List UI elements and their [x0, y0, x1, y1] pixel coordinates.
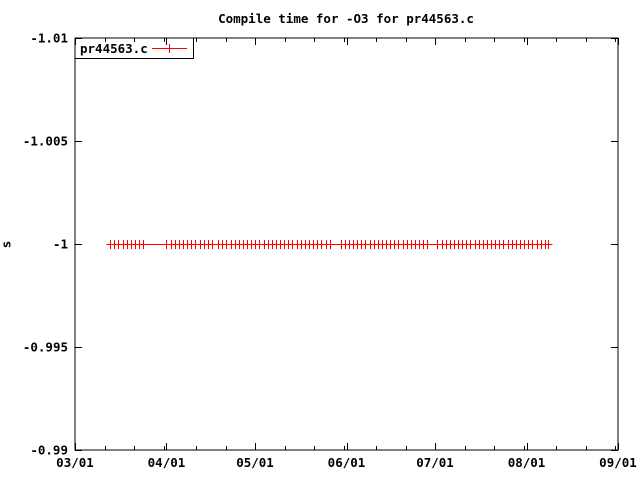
tick-label: -1.005	[23, 134, 68, 149]
tick-label: -1	[53, 237, 68, 252]
tick-label: 07/01	[416, 455, 454, 470]
tick-label: -0.995	[23, 340, 68, 355]
legend-sample-marker	[165, 44, 174, 53]
chart-title: Compile time for -O3 for pr44563.c	[218, 11, 474, 26]
tick-label: 03/01	[56, 455, 94, 470]
tick-label: -1.01	[30, 31, 68, 46]
tick-label: 06/01	[328, 455, 366, 470]
tick-label: 04/01	[148, 455, 186, 470]
tick-label: -0.99	[30, 443, 68, 458]
legend-series-label: pr44563.c	[80, 41, 148, 56]
y-axis-label: s	[0, 241, 13, 249]
axis-ticks	[75, 38, 619, 451]
tick-label: 09/01	[599, 455, 637, 470]
series-markers	[106, 240, 553, 249]
legend-box	[75, 38, 194, 59]
tick-label: 05/01	[236, 455, 274, 470]
tick-label: 08/01	[508, 455, 546, 470]
